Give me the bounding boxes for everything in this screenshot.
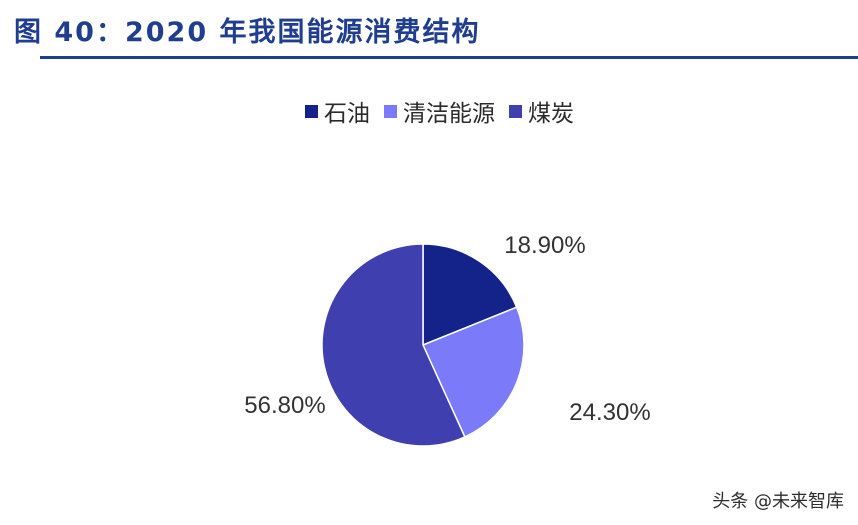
legend-swatch-oil xyxy=(305,104,318,118)
pie-slice-coal xyxy=(321,243,466,447)
legend-swatch-coal xyxy=(509,104,522,118)
pie-slice-clean-energy xyxy=(421,306,525,438)
legend-swatch-clean-energy xyxy=(384,104,397,118)
legend-item-oil: 石油 xyxy=(305,94,370,128)
title-divider xyxy=(40,56,858,59)
data-label-clean-energy: 24.30% xyxy=(569,399,650,426)
pie-data-labels: 18.90% 24.30% 56.80% xyxy=(244,232,650,426)
legend-item-clean-energy: 清洁能源 xyxy=(384,94,495,128)
data-label-oil: 18.90% xyxy=(504,232,585,259)
legend-label-clean-energy: 清洁能源 xyxy=(403,101,495,127)
legend-label-coal: 煤炭 xyxy=(528,101,574,127)
legend-item-coal: 煤炭 xyxy=(509,94,574,128)
chart-legend: 石油 清洁能源 煤炭 xyxy=(305,94,588,128)
pie-slices xyxy=(321,243,525,447)
page-title: 图 40：2020 年我国能源消费结构 xyxy=(14,17,481,48)
legend-label-oil: 石油 xyxy=(324,101,370,127)
pie-slice-oil xyxy=(422,243,518,347)
watermark: 头条 @未来智库 xyxy=(712,491,844,512)
data-label-coal: 56.80% xyxy=(244,392,325,419)
